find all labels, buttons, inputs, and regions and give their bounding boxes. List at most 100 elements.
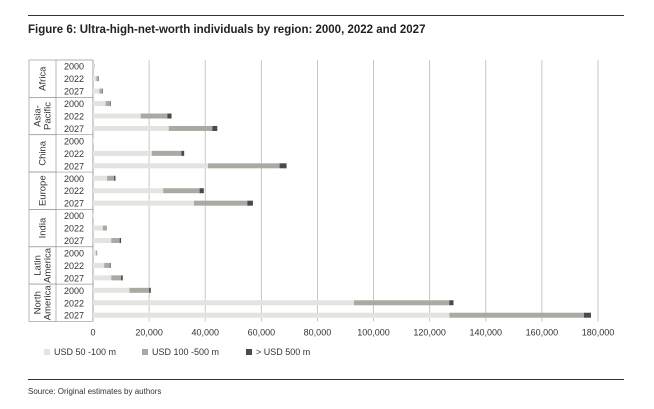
bar-segment	[119, 238, 122, 244]
bar-segment	[107, 175, 115, 181]
region-label-line: Africa	[38, 66, 49, 91]
bar-segment	[93, 125, 169, 131]
bar-segment	[93, 63, 95, 69]
bar-segment	[93, 63, 94, 69]
bar-segment	[93, 238, 112, 244]
region-label: Europe	[38, 175, 49, 206]
year-tick-label: 2027	[64, 87, 84, 97]
bar-segment	[168, 125, 213, 131]
bar-segment	[353, 300, 450, 306]
x-tick-label: 160,000	[526, 327, 559, 337]
bar-segment	[93, 225, 103, 231]
region-label: Africa	[38, 66, 49, 91]
legend-swatch	[142, 349, 148, 355]
year-tick-label: 2000	[64, 211, 84, 221]
source-note: Source: Original estimates by authors	[28, 387, 162, 396]
x-tick-label: 80,000	[304, 327, 332, 337]
year-tick-label: 2027	[64, 199, 84, 209]
bar-segment	[93, 88, 100, 94]
year-tick-label: 2022	[64, 149, 84, 159]
region-label: NorthAmerica	[33, 285, 54, 321]
bar-segment	[181, 150, 185, 156]
bar-segment	[93, 275, 112, 281]
bar-segment	[93, 250, 96, 256]
bar-segment	[111, 238, 120, 244]
bar-segment	[96, 76, 99, 82]
region-label-box	[28, 283, 57, 322]
bar-segment	[151, 150, 182, 156]
year-tick-label: 2022	[64, 74, 84, 84]
year-tick-label: 2027	[64, 124, 84, 134]
year-tick-label: 2000	[64, 136, 84, 146]
bar-segment	[583, 312, 591, 318]
bar-segment	[93, 262, 105, 268]
bar-segment	[140, 113, 168, 119]
x-tick-label: 100,000	[357, 327, 390, 337]
bar-segment	[194, 200, 248, 206]
bar-segment	[212, 125, 218, 131]
bar-segment	[98, 76, 99, 82]
region-label-line: Europe	[38, 175, 49, 206]
bar-segment	[93, 312, 450, 318]
region-label-line: India	[38, 217, 49, 238]
bar-segment	[93, 101, 106, 107]
bar-segment	[208, 163, 280, 169]
bar-segment	[93, 138, 94, 144]
bar-segment	[104, 262, 110, 268]
x-tick-label: 60,000	[248, 327, 276, 337]
year-tick-label: 2027	[64, 273, 84, 283]
year-tick-label: 2022	[64, 224, 84, 234]
region-label-line: Asia-	[33, 105, 44, 127]
x-tick-label: 40,000	[191, 327, 219, 337]
bar-segment	[93, 188, 164, 194]
region-label-line: Pacific	[43, 102, 54, 130]
x-tick-label: 20,000	[135, 327, 163, 337]
bar-segment	[109, 262, 111, 268]
year-tick-label: 2022	[64, 298, 84, 308]
bar-segment	[163, 188, 200, 194]
chart-title: Figure 6: Ultra-high-net-worth individua…	[28, 24, 426, 36]
bar-segment	[93, 76, 97, 82]
bar-segment	[111, 275, 122, 281]
bar-segment	[93, 300, 354, 306]
year-tick-label: 2022	[64, 186, 84, 196]
legend-swatch	[246, 349, 252, 355]
bar-segment	[93, 150, 152, 156]
bar-segment	[99, 88, 103, 94]
region-label: LatinAmerica	[33, 247, 54, 283]
region-label-line: America	[43, 285, 54, 321]
bar-segment	[449, 300, 454, 306]
legend-label: USD 50 -100 m	[54, 347, 116, 357]
legend-label: USD 100 -500 m	[152, 347, 219, 357]
region-label-line: North	[33, 291, 44, 314]
bar-segment	[109, 101, 111, 107]
bar-segment	[199, 188, 204, 194]
bottom-rule	[28, 379, 624, 380]
region-label-line: America	[43, 247, 54, 283]
top-rule	[28, 15, 624, 16]
x-tick-label: 140,000	[470, 327, 503, 337]
bar-segment	[167, 113, 172, 119]
bar-segment	[149, 287, 151, 293]
bar-segment	[129, 287, 150, 293]
bar-segment	[93, 200, 194, 206]
year-tick-label: 2027	[64, 236, 84, 246]
bar-segment	[114, 175, 116, 181]
year-tick-label: 2027	[64, 161, 84, 171]
x-tick-label: 0	[90, 327, 95, 337]
bar-segment	[105, 101, 110, 107]
region-label: China	[38, 140, 49, 166]
region-label-line: Latin	[33, 255, 44, 276]
year-tick-label: 2000	[64, 62, 84, 72]
bar-segment	[449, 312, 584, 318]
year-tick-label: 2000	[64, 99, 84, 109]
year-tick-label: 2027	[64, 311, 84, 321]
year-tick-label: 2000	[64, 248, 84, 258]
region-label-line: China	[38, 140, 49, 166]
legend-swatch	[44, 349, 50, 355]
region-label: Asia-Pacific	[33, 102, 54, 130]
year-tick-label: 2022	[64, 112, 84, 122]
year-tick-label: 2000	[64, 174, 84, 184]
